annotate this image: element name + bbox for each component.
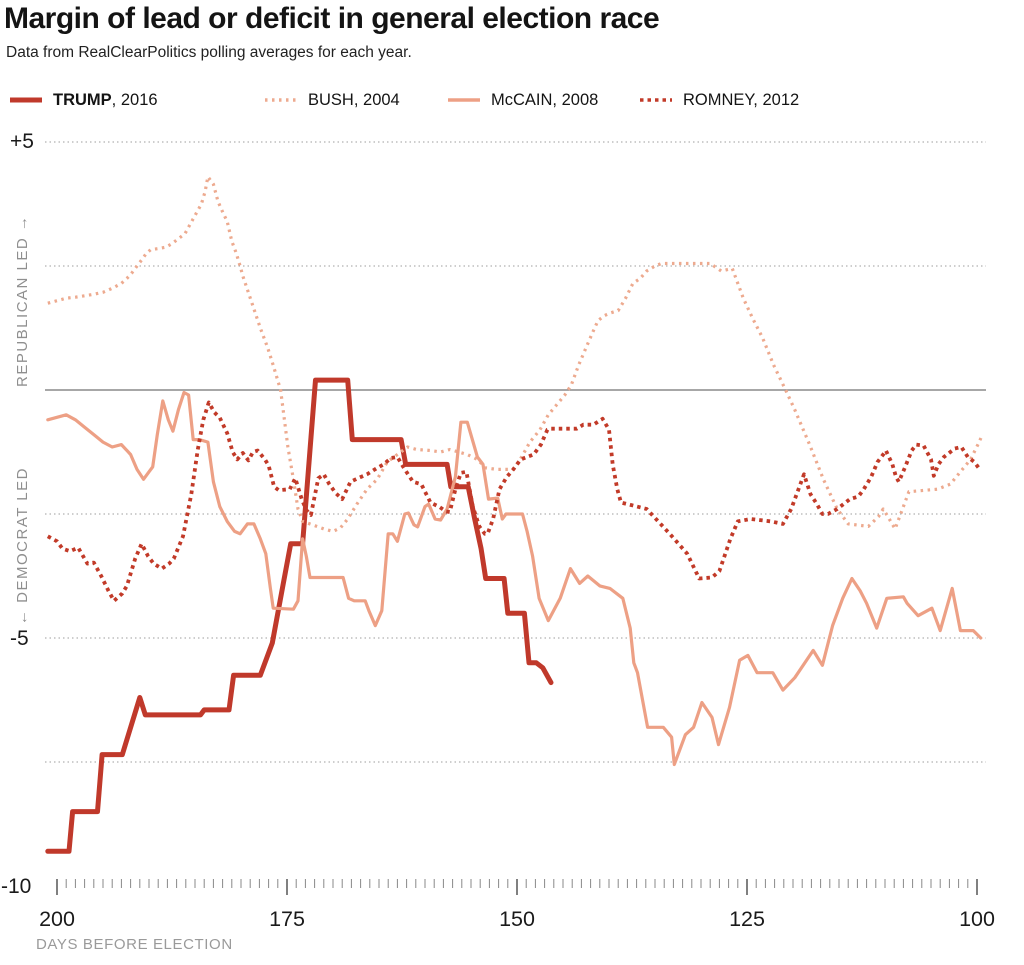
legend-label-trump: TRUMP, 2016 (53, 90, 158, 109)
page-title: Margin of lead or deficit in general ele… (4, 2, 660, 35)
y-axis-label-plus5: +5 (10, 130, 34, 153)
legend-swatch-romney-icon (640, 98, 672, 102)
legend-swatch-bush-icon (265, 98, 297, 102)
x-tick-label-100: 100 (959, 907, 995, 931)
x-axis-caption: DAYS BEFORE ELECTION (36, 936, 233, 953)
x-tick-label-175: 175 (269, 907, 305, 931)
legend-swatch-trump-icon (10, 97, 42, 103)
x-tick-label-125: 125 (729, 907, 765, 931)
legend-label-mccain: McCAIN, 2008 (491, 90, 599, 109)
page-subtitle: Data from RealClearPolitics polling aver… (6, 44, 412, 61)
series-line-mccain (46, 390, 983, 767)
legend-swatch-mccain-icon (448, 98, 480, 102)
republican-led-label: REPUBLICAN LED → (14, 214, 31, 387)
legend-item-romney: ROMNEY, 2012 (638, 90, 799, 110)
legend-item-bush: BUSH, 2004 (263, 90, 400, 110)
legend-item-mccain: McCAIN, 2008 (446, 90, 598, 110)
legend-label-bush: BUSH, 2004 (308, 90, 400, 109)
democrat-led-label: ← DEMOCRAT LED (14, 467, 31, 625)
series-line-trump (45, 377, 554, 854)
series-line-romney (46, 400, 982, 603)
y-axis-label-minus5: -5 (10, 627, 29, 650)
x-tick-label-200: 200 (39, 907, 75, 931)
legend-label-romney: ROMNEY, 2012 (683, 90, 800, 109)
y-axis-label-minus10: -10 (1, 875, 32, 898)
legend-item-trump: TRUMP, 2016 (8, 90, 158, 110)
x-tick-label-150: 150 (499, 907, 535, 931)
series-line-bush (47, 175, 984, 534)
